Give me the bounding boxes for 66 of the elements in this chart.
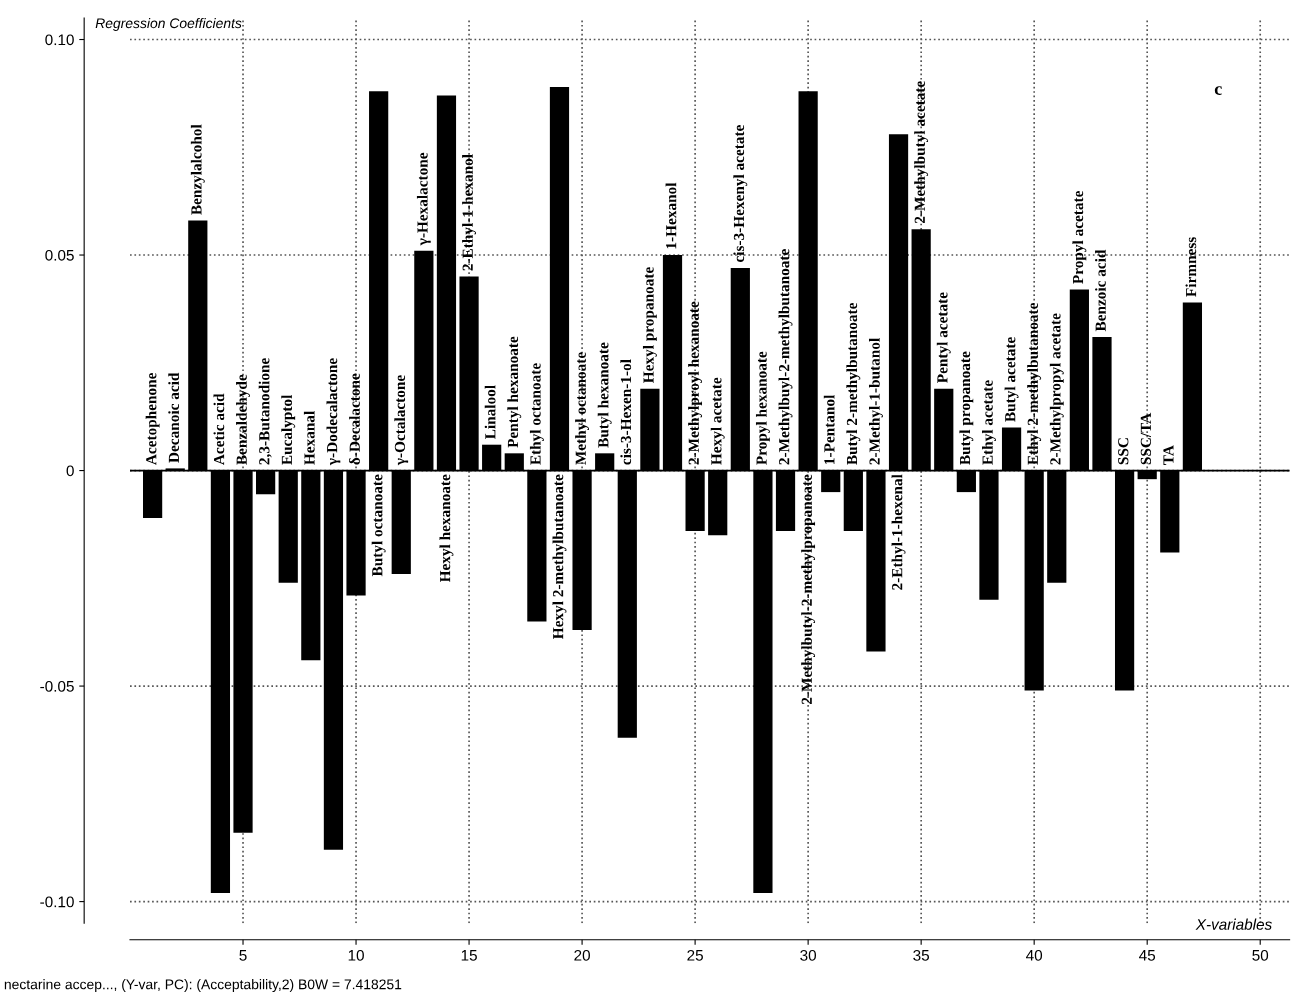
annotation: 2-Methylbutyl acetate <box>914 81 929 224</box>
annotation: Butyl hexanoate <box>597 342 612 448</box>
annotation: Butyl octanoate <box>371 474 386 577</box>
annotation: Pentyl acetate <box>936 292 951 383</box>
x-tick-label: 45 <box>1139 950 1156 961</box>
x-tick-label: 25 <box>687 949 703 961</box>
annotation: cis-3-Hexen-1-ol <box>620 359 632 465</box>
x-tick-label: 35 <box>913 949 930 961</box>
annotation: 1-Pentanol <box>823 394 835 464</box>
annotation: Firmness <box>1185 237 1197 297</box>
x-tick-label: 40 <box>1026 949 1043 961</box>
annotation: Benzaldehyde <box>236 374 250 465</box>
annotation: Benzoic acid <box>1095 249 1106 332</box>
y-tick-label: 0.10 <box>45 34 74 46</box>
annotation: TA <box>1163 445 1174 465</box>
annotation: Eucalyptol <box>281 394 296 465</box>
y-tick-label: 0 <box>66 465 74 477</box>
annotation: c <box>1214 86 1222 95</box>
annotation: Ethyl octanoate <box>529 363 544 465</box>
x-tick-label: 50 <box>1252 949 1269 961</box>
annotation: Hexyl hexanoate <box>439 474 454 583</box>
annotation: Propyl acetate <box>1072 191 1087 284</box>
y-tick-label: 0.05 <box>45 249 74 261</box>
y-tick-label: -0.10 <box>40 896 74 908</box>
annotation: Ethyl 2-methylbutanoate <box>1027 302 1042 465</box>
annotation: Hexyl 2-methylbutanoate <box>552 474 567 639</box>
annotation: Hexyl propanoate <box>642 267 657 383</box>
x-axis-title: X-variables <box>1195 918 1272 930</box>
annotation: Acetophenone <box>145 373 160 465</box>
annotation: 2-Ethyl-1-hexanol <box>462 154 477 271</box>
annotation: 2-Methylbutyl-2-methylpropanoate <box>801 474 816 705</box>
annotation: 2-Methyl-1-butanol <box>868 338 883 465</box>
x-tick-label: 5 <box>239 950 247 961</box>
annotation: Pentyl hexanoate <box>507 336 522 448</box>
annotation: Decanoic acid <box>168 372 180 463</box>
annotation: δ-Decalactone <box>349 373 360 465</box>
annotation: Hexanal <box>303 411 315 465</box>
annotation: Butyl acetate <box>1004 337 1019 422</box>
annotation: SSC <box>1118 438 1129 465</box>
annotation: Butyl propanoate <box>959 351 974 465</box>
annotation: 2,3-Butanodione <box>258 358 272 465</box>
annotation: Ethyl acetate <box>982 380 996 465</box>
x-tick-label: 15 <box>461 950 477 961</box>
annotation: Acetic acid <box>213 393 225 465</box>
annotation: γ-Hexalactone <box>416 152 431 246</box>
annotation: 1-Hexanol <box>665 182 677 249</box>
annotation: 2-Ethyl-1-hexenal <box>891 474 906 590</box>
annotation: Hexyl acetate <box>710 377 725 465</box>
annotation: 2-Methylpropyl acetate <box>1049 313 1064 465</box>
annotation: Linalool <box>484 385 496 439</box>
annotation: Benzylalcohol <box>190 124 205 215</box>
annotation: 2-Methylbuyl-2-methylbutanoate <box>778 249 793 465</box>
x-tick-label: 30 <box>800 949 817 961</box>
x-tick-label: 20 <box>574 949 590 961</box>
y-tick-label: -0.05 <box>40 680 74 692</box>
annotation: Butyl 2-methylbutanoate <box>846 302 861 465</box>
annotation: Methyl octanoate <box>575 352 590 465</box>
annotation: γ-Dodecalactone <box>326 358 341 466</box>
annotation: cis-3-Hexenyl acetate <box>733 125 748 263</box>
annotation: SSC/TA <box>1140 412 1152 465</box>
annotation: γ-Octalactone <box>394 375 409 466</box>
annotation: Propyl hexanoate <box>755 351 770 465</box>
x-tick-label: 10 <box>348 949 364 961</box>
annotation: 2-Methylproyl hexanoate <box>688 301 703 465</box>
text: nectarine accep..., (Y-var, PC): (Acceptability,2) B0W = 7.418251 <box>4 979 402 993</box>
chart-title: Regression Coefficients <box>95 17 242 31</box>
